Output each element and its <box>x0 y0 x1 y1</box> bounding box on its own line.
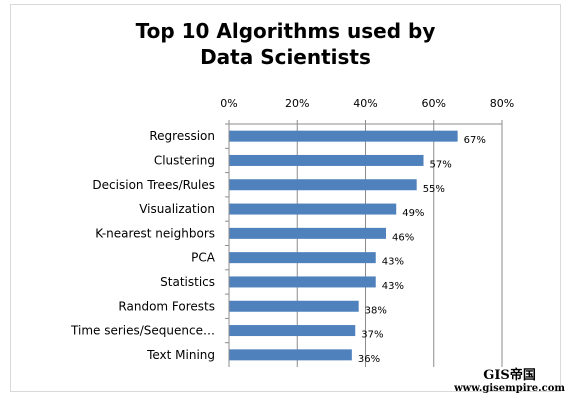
category-label: K-nearest neighbors <box>95 226 215 240</box>
data-label: 43% <box>382 257 404 268</box>
data-label: 43% <box>382 281 404 292</box>
chart-title-line-1: Top 10 Algorithms used by <box>135 19 436 43</box>
data-label: 36% <box>358 354 380 365</box>
data-label: 67% <box>464 135 486 146</box>
bar <box>229 154 424 166</box>
data-label: 57% <box>430 159 452 170</box>
x-tick-label: 0% <box>220 97 237 110</box>
x-tick-label: 80% <box>490 97 514 110</box>
x-tick-label: 20% <box>285 97 309 110</box>
bar <box>229 227 386 239</box>
category-label: PCA <box>191 251 216 265</box>
data-label: 38% <box>365 305 387 316</box>
x-tick-label: 60% <box>422 97 446 110</box>
bar <box>229 349 352 361</box>
category-label: Visualization <box>139 202 215 216</box>
data-label: 46% <box>392 232 414 243</box>
chart-title: Top 10 Algorithms used by Data Scientist… <box>0 18 571 70</box>
category-label: Time series/Sequence… <box>70 324 215 338</box>
category-label: Decision Trees/Rules <box>92 178 215 192</box>
data-label: 37% <box>361 330 383 341</box>
category-label: Statistics <box>160 275 215 289</box>
category-label: Random Forests <box>118 299 215 313</box>
bar <box>229 252 376 264</box>
watermark-url: www.gisempire.com <box>454 383 565 394</box>
watermark-logo-text: GIS帝国 <box>483 368 536 383</box>
category-label: Text Mining <box>146 348 215 362</box>
bar <box>229 325 356 337</box>
chart-title-line-2: Data Scientists <box>200 45 371 69</box>
bar <box>229 203 397 215</box>
data-label: 49% <box>402 208 424 219</box>
bar <box>229 300 359 312</box>
watermark: GIS帝国 www.gisempire.com <box>454 369 565 395</box>
bar <box>229 276 376 288</box>
x-tick-label: 40% <box>353 97 377 110</box>
bar <box>229 130 458 142</box>
category-label: Regression <box>149 129 215 143</box>
bar <box>229 179 417 191</box>
category-label: Clustering <box>154 153 215 167</box>
data-label: 55% <box>423 184 445 195</box>
